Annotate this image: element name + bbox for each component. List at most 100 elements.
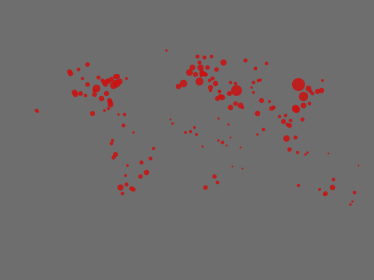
Point — [237, 144, 243, 149]
Point — [292, 105, 298, 110]
Point — [325, 151, 331, 155]
Point — [105, 105, 111, 110]
Point — [250, 90, 256, 94]
Point — [266, 99, 272, 104]
Point — [212, 80, 218, 85]
Point — [175, 84, 181, 88]
Point — [309, 91, 315, 95]
Point — [84, 82, 90, 87]
Point — [215, 137, 221, 142]
Point — [107, 102, 113, 106]
Point — [113, 81, 119, 85]
Point — [204, 65, 210, 69]
Point — [219, 94, 225, 99]
Point — [269, 106, 275, 111]
Point — [304, 150, 310, 154]
Point — [213, 67, 219, 72]
Point — [328, 185, 334, 190]
Point — [208, 53, 214, 58]
Point — [75, 66, 81, 71]
Point — [237, 102, 243, 107]
Point — [283, 136, 289, 140]
Point — [220, 60, 226, 64]
Point — [112, 152, 118, 156]
Point — [193, 132, 199, 137]
Point — [207, 85, 213, 89]
Point — [98, 96, 104, 101]
Point — [242, 58, 248, 63]
Point — [199, 144, 205, 148]
Point — [198, 71, 204, 75]
Point — [305, 85, 311, 90]
Point — [229, 164, 235, 169]
Point — [196, 79, 202, 83]
Point — [214, 180, 220, 184]
Point — [169, 121, 175, 125]
Point — [257, 77, 263, 82]
Point — [232, 81, 238, 86]
Point — [263, 61, 269, 65]
Point — [301, 152, 307, 157]
Point — [116, 78, 122, 83]
Point — [77, 91, 83, 95]
Point — [284, 122, 290, 126]
Point — [294, 150, 300, 155]
Point — [215, 116, 221, 120]
Point — [217, 94, 223, 99]
Point — [82, 93, 88, 98]
Point — [187, 129, 193, 133]
Point — [250, 80, 256, 85]
Point — [122, 172, 128, 177]
Point — [306, 101, 312, 106]
Point — [163, 48, 169, 53]
Point — [286, 123, 292, 127]
Point — [108, 76, 114, 81]
Point — [103, 91, 109, 95]
Point — [89, 111, 95, 115]
Point — [194, 54, 200, 59]
Point — [130, 186, 136, 191]
Point — [112, 74, 118, 79]
Point — [227, 104, 233, 109]
Point — [255, 78, 261, 82]
Point — [239, 166, 245, 171]
Point — [147, 156, 153, 160]
Point — [258, 77, 264, 81]
Point — [109, 138, 115, 143]
Point — [239, 105, 245, 109]
Point — [123, 182, 129, 186]
Point — [321, 192, 327, 196]
Point — [202, 71, 208, 76]
Point — [95, 75, 101, 80]
Point — [181, 81, 187, 86]
Point — [330, 176, 336, 181]
Point — [293, 107, 299, 111]
Point — [300, 103, 306, 107]
Point — [129, 130, 135, 134]
Point — [351, 190, 357, 194]
Point — [198, 68, 204, 72]
Point — [282, 113, 288, 117]
Point — [105, 79, 111, 83]
Point — [206, 78, 212, 83]
Point — [300, 94, 306, 99]
Point — [93, 86, 99, 90]
Point — [322, 191, 328, 195]
Point — [191, 125, 197, 129]
Point — [106, 98, 112, 102]
Point — [295, 183, 301, 187]
Point — [248, 85, 254, 89]
Point — [227, 80, 233, 84]
Point — [107, 100, 113, 104]
Point — [319, 77, 325, 82]
Point — [270, 104, 276, 109]
Point — [33, 108, 39, 113]
Point — [316, 186, 322, 191]
Point — [286, 146, 292, 151]
Point — [215, 88, 221, 93]
Point — [260, 127, 266, 131]
Point — [232, 101, 238, 106]
Point — [252, 66, 258, 71]
Point — [108, 141, 114, 145]
Point — [200, 71, 206, 75]
